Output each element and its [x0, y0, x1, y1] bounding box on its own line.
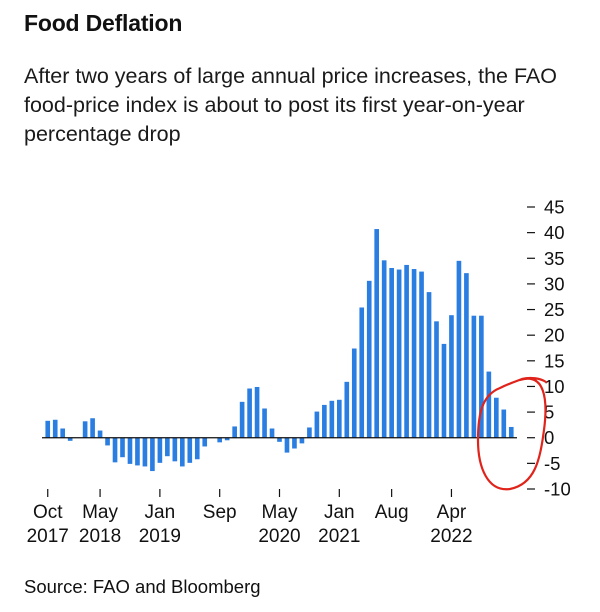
bar — [254, 386, 260, 438]
y-tick-label: -5 — [544, 453, 560, 474]
bar — [127, 437, 133, 464]
bar — [165, 437, 170, 457]
bar — [217, 437, 223, 443]
bar — [426, 292, 432, 438]
bar — [374, 229, 380, 438]
bar — [135, 437, 140, 466]
x-tick-label: Jan — [145, 502, 176, 523]
x-tick-year-label: 2018 — [79, 526, 121, 547]
y-tick-label: 0 — [544, 427, 554, 448]
bar — [97, 430, 103, 438]
red-circle-annotation — [476, 376, 548, 491]
bar — [292, 437, 297, 449]
chart-title: Food Deflation — [24, 10, 183, 36]
bar — [112, 437, 118, 463]
bar — [239, 401, 245, 438]
bar — [82, 421, 88, 438]
y-tick-label: -10 — [544, 479, 571, 500]
bar — [322, 404, 327, 438]
bar — [179, 437, 185, 467]
bar — [247, 388, 252, 438]
bar — [67, 437, 73, 441]
bar — [150, 437, 155, 472]
bar — [262, 408, 267, 438]
bar — [479, 315, 484, 438]
bar — [351, 348, 357, 438]
bar — [202, 437, 208, 447]
x-tick-year-label: 2022 — [430, 526, 472, 547]
bar — [284, 437, 290, 453]
x-tick-label: Jan — [324, 502, 355, 523]
y-tick-label: 45 — [544, 197, 565, 218]
x-axis: Oct 2017 May 2018 Jan 2019 Sep May 2020 Jan 2021 Au… — [27, 489, 473, 547]
bar — [90, 418, 95, 438]
bar — [493, 397, 499, 438]
x-tick-year-label: 2021 — [318, 526, 360, 547]
x-tick-label: Aug — [375, 502, 409, 523]
x-tick-label: May — [82, 502, 118, 523]
bar — [419, 271, 424, 438]
y-tick-label: 5 — [544, 402, 554, 423]
bar — [307, 427, 312, 438]
bar — [142, 437, 148, 467]
bar — [456, 260, 462, 438]
bar — [501, 409, 507, 438]
x-tick-label: Sep — [203, 502, 237, 523]
bar — [187, 437, 193, 463]
x-tick-label: Apr — [437, 502, 467, 523]
y-tick-label: 25 — [544, 299, 565, 320]
bar — [60, 428, 66, 438]
bar — [449, 315, 454, 438]
y-axis: 45 40 35 30 25 20 15 10 5 0 -5 -10 — [527, 197, 571, 500]
chart-subtitle: After two years of large annual price in… — [24, 64, 557, 146]
bar — [194, 437, 200, 460]
bar — [105, 437, 110, 446]
bar — [224, 437, 230, 441]
bar — [366, 280, 372, 438]
source-note: Source: FAO and Bloomberg — [24, 576, 261, 597]
bar — [464, 273, 469, 438]
x-tick-year-label: 2020 — [258, 526, 300, 547]
y-tick-label: 30 — [544, 273, 565, 294]
bar — [344, 381, 350, 438]
bar — [404, 264, 409, 438]
x-tick-year-label: 2017 — [27, 526, 69, 547]
bar — [52, 419, 58, 438]
bar — [232, 426, 237, 438]
bar — [120, 437, 125, 458]
bar — [411, 269, 417, 438]
bar — [396, 269, 402, 438]
y-tick-label: 10 — [544, 376, 565, 397]
bar — [434, 321, 439, 438]
bar — [329, 400, 335, 438]
y-tick-label: 20 — [544, 325, 565, 346]
bar — [336, 399, 342, 438]
x-tick-year-label: 2019 — [139, 526, 181, 547]
bar — [172, 437, 178, 462]
y-tick-label: 15 — [544, 350, 565, 371]
bar — [381, 260, 387, 438]
bar — [486, 371, 492, 438]
bar — [359, 307, 365, 438]
bar — [314, 411, 320, 438]
bar — [157, 437, 163, 463]
bar — [269, 428, 275, 438]
x-tick-label: Oct — [33, 502, 63, 523]
bar — [45, 420, 51, 438]
bars-group — [45, 229, 514, 472]
y-tick-label: 35 — [544, 248, 565, 269]
bar — [441, 343, 447, 438]
bar — [389, 268, 394, 438]
bar — [508, 426, 514, 438]
bar — [471, 315, 477, 438]
y-tick-label: 40 — [544, 222, 565, 243]
bar — [299, 437, 305, 444]
x-tick-label: May — [262, 502, 298, 523]
bar — [277, 437, 282, 442]
